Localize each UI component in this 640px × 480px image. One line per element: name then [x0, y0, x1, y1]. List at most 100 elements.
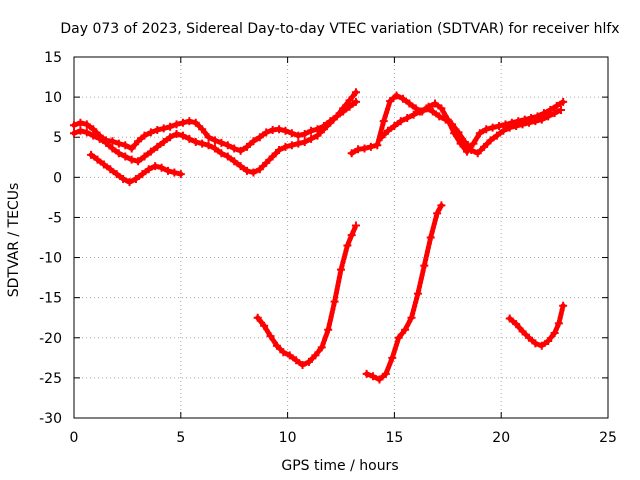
data-point	[166, 133, 175, 142]
data-point	[499, 126, 508, 135]
series-8	[505, 301, 568, 350]
data-point	[166, 122, 175, 131]
data-point	[486, 136, 495, 145]
data-point	[204, 133, 213, 142]
data-point	[255, 165, 264, 174]
data-point	[390, 121, 399, 130]
data-point	[347, 149, 356, 158]
data-point	[157, 163, 166, 172]
data-point	[505, 123, 514, 132]
data-point	[108, 137, 117, 146]
data-point	[262, 128, 271, 137]
data-point	[405, 99, 414, 108]
data-point	[170, 168, 179, 177]
data-point	[537, 115, 546, 124]
data-point	[243, 142, 252, 151]
y-tick-label: -10	[39, 251, 62, 267]
data-point	[172, 130, 181, 139]
data-point	[394, 333, 403, 342]
x-axis-label: GPS time / hours	[281, 458, 398, 474]
data-point	[285, 351, 294, 360]
x-tick-label: 10	[279, 430, 297, 446]
data-point	[467, 146, 476, 155]
data-point	[531, 339, 540, 348]
data-point	[518, 120, 527, 129]
data-point	[557, 105, 566, 114]
data-point	[82, 120, 91, 129]
data-point	[287, 141, 296, 150]
data-point	[114, 149, 123, 158]
data-point	[223, 152, 232, 161]
series-4	[253, 221, 360, 370]
data-point	[243, 166, 252, 175]
data-point	[112, 170, 121, 179]
data-point	[345, 96, 354, 105]
data-point	[217, 138, 226, 147]
y-tick-label: 5	[53, 130, 62, 146]
data-point	[153, 142, 162, 151]
data-point	[279, 348, 288, 357]
data-point	[495, 121, 504, 130]
data-point	[518, 327, 527, 336]
data-point	[351, 88, 360, 97]
data-point	[416, 107, 425, 116]
data-point	[360, 144, 369, 153]
axis-ticks: 0 5 10 15 20 25 -30 -25 -20 -15 -10 -5 0 5 10 15	[39, 50, 617, 446]
data-point	[512, 121, 521, 130]
x-tick-label: 15	[385, 430, 403, 446]
data-point	[76, 118, 85, 127]
x-tick-label: 20	[492, 430, 510, 446]
data-point	[89, 131, 98, 140]
data-point	[420, 261, 429, 270]
data-point	[99, 160, 108, 169]
data-point	[339, 104, 348, 113]
data-point	[249, 168, 258, 177]
data-point	[512, 320, 521, 329]
data-point	[437, 104, 446, 113]
x-tick-label: 5	[176, 430, 185, 446]
data-point	[268, 152, 277, 161]
data-point	[311, 351, 320, 360]
data-point	[236, 162, 245, 171]
data-point	[559, 97, 568, 106]
data-point	[552, 101, 561, 110]
data-point	[422, 104, 431, 113]
data-point	[262, 158, 271, 167]
data-point	[375, 375, 384, 384]
data-point	[324, 325, 333, 334]
data-point	[70, 121, 78, 130]
gridlines	[74, 57, 608, 418]
data-point	[377, 133, 386, 142]
data-point	[469, 139, 478, 148]
data-point	[437, 201, 446, 210]
data-point	[210, 144, 219, 153]
data-point	[146, 147, 155, 156]
data-point	[343, 241, 352, 250]
data-point	[409, 110, 418, 119]
data-point	[191, 138, 200, 147]
data-point	[125, 178, 134, 187]
data-point	[236, 146, 245, 155]
data-point	[554, 319, 563, 328]
data-point	[488, 123, 497, 132]
data-point	[428, 107, 437, 116]
data-point	[426, 233, 435, 242]
data-point	[307, 134, 316, 143]
chart-title: Day 073 of 2023, Sidereal Day-to-day VTE…	[60, 21, 619, 37]
data-point	[317, 343, 326, 352]
data-point	[70, 129, 78, 138]
series-line	[507, 303, 566, 349]
data-point	[396, 117, 405, 126]
data-point	[505, 314, 514, 323]
data-point	[106, 165, 115, 174]
data-point	[230, 144, 239, 153]
data-point	[131, 174, 140, 183]
data-point	[134, 137, 143, 146]
data-point	[198, 139, 207, 148]
data-point	[281, 126, 290, 135]
data-point	[441, 115, 450, 124]
data-point	[326, 118, 335, 127]
data-point	[272, 341, 281, 350]
data-point	[210, 136, 219, 145]
